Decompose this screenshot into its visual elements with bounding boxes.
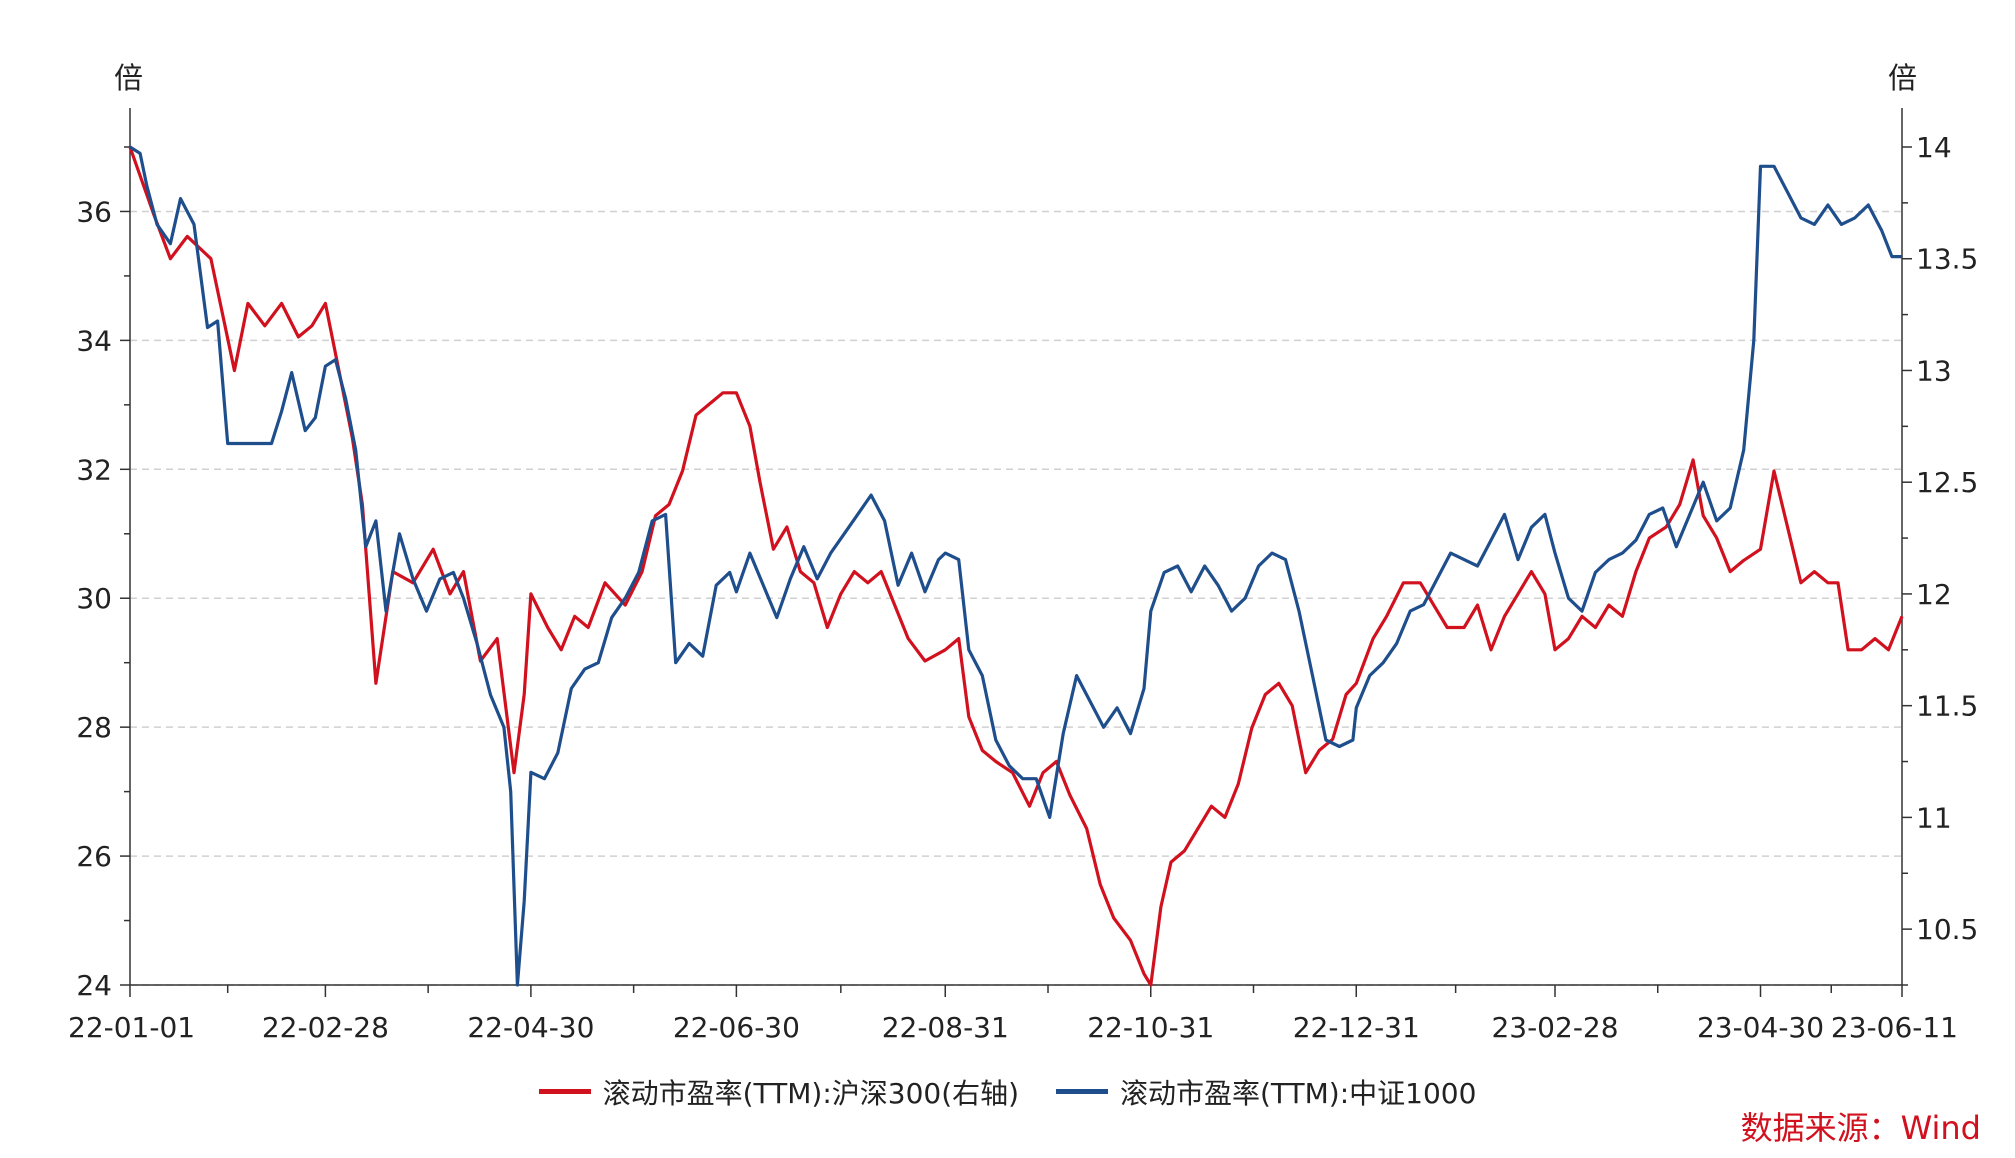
x-tick-label: 23-02-28 bbox=[1491, 1011, 1618, 1044]
right-tick-label: 12.5 bbox=[1916, 466, 1978, 499]
legend: 滚动市盈率(TTM):沪深300(右轴) 滚动市盈率(TTM):中证1000 bbox=[0, 1068, 2015, 1112]
legend-label-csi1000: 滚动市盈率(TTM):中证1000 bbox=[1119, 1076, 1477, 1110]
left-tick-label: 36 bbox=[76, 195, 112, 228]
left-tick-label: 32 bbox=[76, 453, 112, 486]
right-tick-label: 11.5 bbox=[1916, 690, 1978, 723]
right-tick-label: 11 bbox=[1916, 801, 1952, 834]
legend-label-hs300: 滚动市盈率(TTM):沪深300(右轴) bbox=[602, 1076, 1020, 1110]
x-tick-label: 22-12-31 bbox=[1293, 1011, 1420, 1044]
left-axis-unit: 倍 bbox=[114, 61, 144, 95]
left-tick-label: 26 bbox=[76, 840, 112, 873]
right-tick-label: 13.5 bbox=[1916, 243, 1978, 276]
right-tick-label: 10.5 bbox=[1916, 913, 1978, 946]
right-tick-label: 13 bbox=[1916, 354, 1952, 387]
x-tick-label: 23-04-30 bbox=[1697, 1011, 1824, 1044]
left-tick-label: 28 bbox=[76, 711, 112, 744]
x-tick-label: 22-04-30 bbox=[467, 1011, 594, 1044]
x-tick-label: 22-08-31 bbox=[882, 1011, 1009, 1044]
series-line-csi1000 bbox=[129, 145, 1902, 987]
x-tick-label: 22-10-31 bbox=[1087, 1011, 1214, 1044]
legend-item-hs300: 滚动市盈率(TTM):沪深300(右轴) bbox=[538, 1072, 1020, 1112]
right-axis-unit: 倍 bbox=[1888, 61, 1918, 95]
left-tick-label: 24 bbox=[76, 969, 112, 1002]
left-tick-label: 34 bbox=[76, 324, 112, 357]
legend-swatch-csi1000 bbox=[1055, 1089, 1108, 1094]
left-tick-label: 30 bbox=[76, 582, 112, 615]
series-line-hs300 bbox=[128, 146, 1904, 987]
axes bbox=[120, 108, 1912, 997]
gridlines bbox=[130, 210, 1902, 986]
x-tick-label: 22-01-01 bbox=[68, 1011, 195, 1044]
x-tick-label: 22-06-30 bbox=[673, 1011, 800, 1044]
right-tick-label: 12 bbox=[1916, 578, 1952, 611]
tick-labels: 24 26 28 30 32 34 36 10.5 11 11.5 12 12.5 13 13.5 14 22… bbox=[68, 131, 1978, 1044]
x-tick-label: 23-06-11 bbox=[1831, 1011, 1958, 1044]
x-tick-label: 22-02-28 bbox=[262, 1011, 389, 1044]
legend-item-csi1000: 滚动市盈率(TTM):中证1000 bbox=[1055, 1072, 1477, 1112]
right-tick-label: 14 bbox=[1916, 131, 1952, 164]
legend-swatch-hs300 bbox=[538, 1089, 591, 1094]
series-lines bbox=[128, 145, 1904, 987]
data-source: 数据来源：Wind bbox=[1740, 1109, 1981, 1147]
